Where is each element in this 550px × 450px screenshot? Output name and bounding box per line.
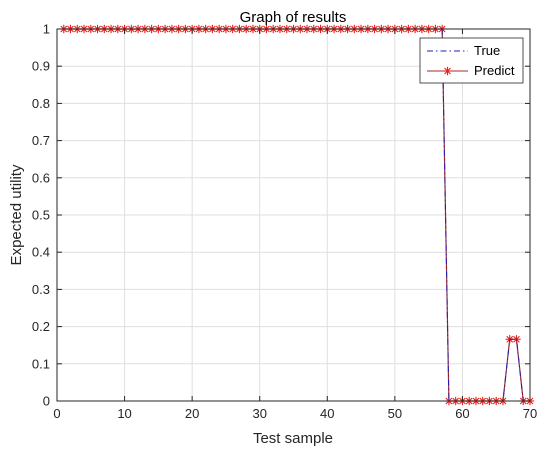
tick-labels: 0 10 20 30 40 50 60 70 0 0.1 0.2 0.3 0.4 0.5 0.6 0.7 0.8…	[32, 22, 537, 422]
legend-true-label: True	[474, 43, 500, 58]
y-tick-label: 0.1	[32, 356, 50, 371]
y-tick-label: 0.9	[32, 59, 50, 74]
legend-predict-marker	[443, 66, 452, 76]
legend-marker-glyph	[443, 66, 452, 76]
y-tick-label: 0.8	[32, 96, 50, 111]
legend-box	[419, 37, 524, 84]
chart-title: Graph of results	[240, 9, 347, 26]
y-tick-label: 0.6	[32, 170, 50, 185]
y-tick-label: 0.3	[32, 282, 50, 297]
legend-predict-label: Predict	[474, 63, 515, 78]
x-tick-label: 50	[388, 406, 402, 421]
ticks	[56, 28, 531, 402]
x-tick-label: 70	[523, 406, 537, 421]
y-tick-label: 0.7	[32, 133, 50, 148]
y-axis-label: Expected utility	[8, 164, 25, 265]
legend: True Predict	[419, 37, 524, 84]
x-tick-label: 20	[185, 406, 199, 421]
y-tick-label: 0.5	[32, 208, 50, 223]
y-tick-label: 1	[43, 22, 50, 37]
x-axis-label: Test sample	[253, 430, 333, 447]
x-tick-label: 60	[455, 406, 469, 421]
x-tick-label: 0	[53, 406, 60, 421]
x-tick-label: 30	[252, 406, 266, 421]
marker-stroke	[444, 67, 451, 75]
y-tick-label: 0.4	[32, 245, 50, 260]
y-tick-label: 0	[43, 394, 50, 409]
x-tick-label: 10	[117, 406, 131, 421]
y-tick-label: 0.2	[32, 319, 50, 334]
x-tick-label: 40	[320, 406, 334, 421]
